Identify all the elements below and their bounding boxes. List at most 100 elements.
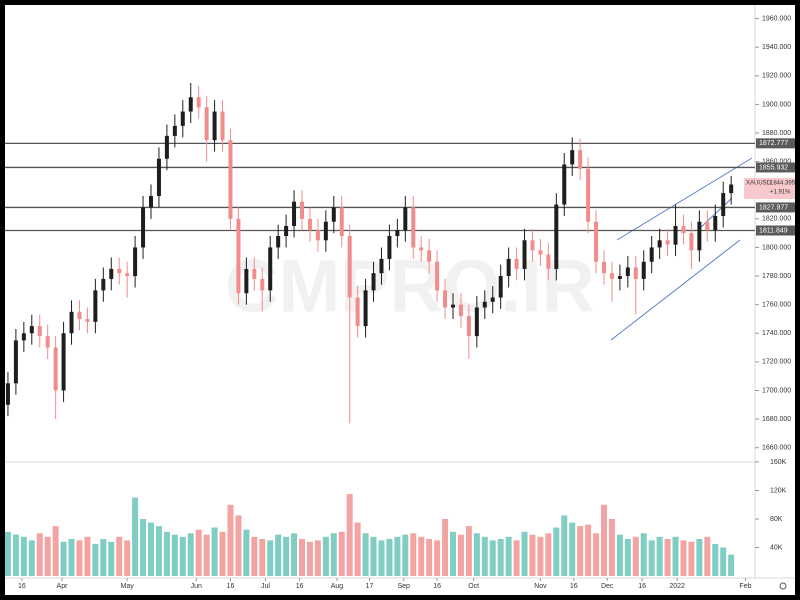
candle-body bbox=[172, 125, 177, 136]
y-tick-label: 1900.000 bbox=[762, 101, 791, 108]
volume-bar bbox=[696, 538, 703, 576]
volume-bar bbox=[354, 522, 361, 576]
candle-body bbox=[109, 268, 114, 279]
candle-body bbox=[149, 195, 153, 208]
y2-tick-label: 120K bbox=[770, 487, 787, 494]
candle-body bbox=[371, 273, 376, 291]
volume-bar bbox=[601, 504, 607, 576]
candle-body bbox=[443, 290, 448, 308]
volume-bar bbox=[616, 534, 623, 576]
y-tick-label: 1780.000 bbox=[762, 273, 791, 280]
channel-upper bbox=[616, 157, 753, 241]
level-label-box bbox=[756, 225, 795, 236]
volume-bar bbox=[68, 538, 75, 576]
volume-bar bbox=[60, 541, 67, 576]
volume-bar bbox=[124, 540, 131, 576]
x-tick-label: Apr bbox=[57, 583, 69, 590]
volume-bar bbox=[561, 515, 568, 576]
candle-body bbox=[117, 268, 122, 274]
candle-body bbox=[530, 240, 535, 251]
volume-bar bbox=[418, 536, 425, 576]
volume-bar bbox=[704, 536, 711, 576]
candle-body bbox=[609, 273, 614, 279]
candle-body bbox=[411, 207, 416, 248]
candle-body bbox=[458, 304, 463, 317]
candle-body bbox=[204, 107, 209, 141]
watermark: CMPRO.IR bbox=[225, 245, 595, 328]
candle-body bbox=[522, 240, 527, 269]
candle-body bbox=[141, 207, 146, 248]
x-tick-label: 16 bbox=[227, 583, 235, 590]
x-tick-label: Jul bbox=[261, 583, 270, 590]
candle-body bbox=[466, 316, 471, 337]
candle-body bbox=[554, 204, 559, 269]
candle-body bbox=[625, 267, 630, 277]
symbol-label: XAUUSD bbox=[746, 181, 772, 187]
volume-bar bbox=[52, 526, 59, 576]
candle-body bbox=[339, 207, 344, 237]
candle-body bbox=[5, 383, 10, 405]
volume-bar bbox=[457, 534, 464, 576]
y2-tick-label: 160K bbox=[770, 459, 787, 466]
volume-bar bbox=[108, 541, 115, 576]
candle-body bbox=[188, 97, 193, 112]
volume-bar bbox=[179, 536, 186, 576]
volume-bar bbox=[640, 533, 647, 576]
candle-body bbox=[244, 268, 249, 294]
candle-body bbox=[276, 236, 281, 248]
volume-bar bbox=[426, 538, 433, 576]
candle-body bbox=[490, 297, 495, 302]
volume-bar bbox=[378, 540, 385, 576]
volume-bar bbox=[585, 524, 592, 576]
candle-body bbox=[387, 236, 392, 259]
volume-bar bbox=[720, 547, 727, 576]
volume-bar bbox=[84, 536, 91, 576]
volume-bar bbox=[346, 494, 353, 576]
candle-body bbox=[514, 258, 519, 269]
candle-body bbox=[403, 207, 408, 231]
last-price-label: 1844.395 bbox=[770, 181, 796, 187]
volume-bar bbox=[116, 536, 123, 576]
candle-body bbox=[133, 247, 138, 277]
candle-body bbox=[379, 258, 384, 274]
x-tick-label: 16 bbox=[18, 583, 26, 590]
volume-bar bbox=[219, 531, 226, 576]
volume-bar bbox=[632, 536, 639, 576]
y-tick-label: 1740.000 bbox=[762, 330, 791, 337]
volume-bar bbox=[513, 540, 520, 576]
candle-body bbox=[252, 268, 257, 279]
volume-bar bbox=[36, 533, 43, 576]
volume-bar bbox=[4, 531, 11, 576]
volume-bar bbox=[322, 536, 329, 576]
settings-icon[interactable] bbox=[779, 582, 787, 590]
candle-body bbox=[578, 150, 583, 169]
candle-body bbox=[538, 250, 543, 255]
volume-bar bbox=[227, 504, 234, 576]
volume-bar bbox=[251, 536, 258, 576]
volume-bar bbox=[330, 533, 337, 576]
candle-body bbox=[363, 290, 368, 327]
x-tick-label: May bbox=[121, 583, 135, 590]
volume-bar bbox=[76, 540, 83, 576]
y-tick-label: 1820.000 bbox=[762, 216, 791, 223]
y-tick-label: 1960.000 bbox=[762, 15, 791, 22]
volume-bar bbox=[140, 519, 147, 576]
volume-bar bbox=[402, 534, 409, 576]
y-tick-label: 1700.000 bbox=[762, 387, 791, 394]
volume-bar bbox=[569, 522, 576, 576]
volume-bar bbox=[521, 531, 528, 576]
volume-bar bbox=[203, 534, 210, 576]
candle-body bbox=[586, 168, 591, 222]
candle-body bbox=[689, 233, 694, 251]
level-label: 1827.977 bbox=[759, 204, 788, 211]
candle-body bbox=[705, 221, 710, 231]
candle-body bbox=[697, 221, 702, 251]
candle-body bbox=[307, 218, 312, 231]
x-tick-label: 16 bbox=[296, 583, 304, 590]
candle-body bbox=[37, 326, 42, 337]
volume-bar bbox=[434, 540, 441, 576]
y-tick-label: 1680.000 bbox=[762, 416, 791, 423]
candle-body bbox=[180, 111, 185, 126]
